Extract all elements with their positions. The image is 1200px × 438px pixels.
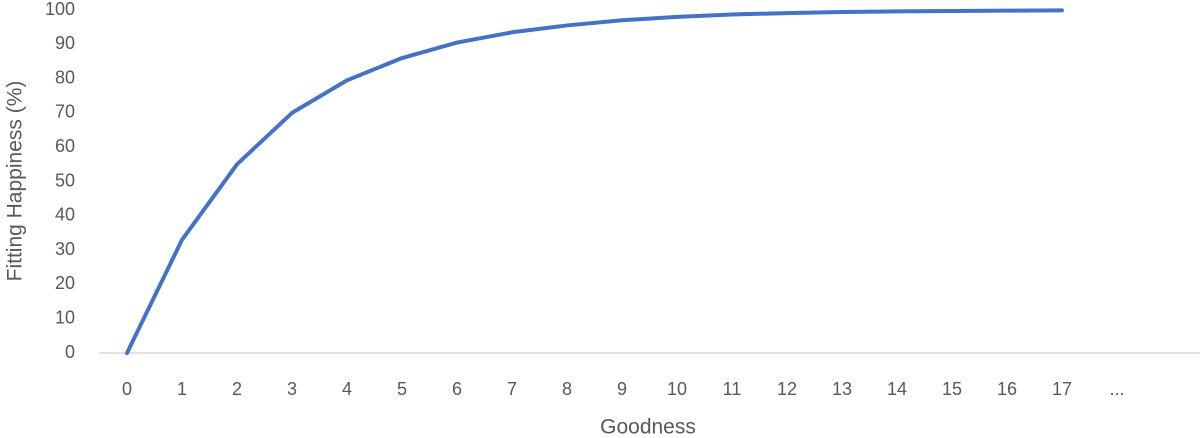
y-tick-label: 20 [55,273,75,293]
y-tick-label: 0 [65,342,75,362]
x-tick-label: 6 [452,379,462,399]
x-tick-label: 12 [777,379,797,399]
x-tick-label: 2 [232,379,242,399]
x-tick-label: 13 [832,379,852,399]
x-tick-label: 3 [287,379,297,399]
data-line [125,8,1064,355]
y-tick-label: 80 [55,67,75,87]
y-tick-label: 70 [55,102,75,122]
x-tick-label: 7 [507,379,517,399]
x-tick-label: 15 [942,379,962,399]
x-tick-label: 8 [562,379,572,399]
y-tick-label: 100 [45,0,75,19]
x-tick-label: 11 [723,379,742,399]
x-tick-label: ... [1109,379,1124,399]
x-tick-label: 1 [177,379,187,399]
y-axis-title: Fitting Happiness (%) [4,81,27,282]
x-tick-label: 9 [617,379,627,399]
x-tick-label: 16 [997,379,1017,399]
y-tick-label: 40 [55,205,75,225]
x-tick-label: 17 [1052,379,1072,399]
x-tick-label: 5 [397,379,407,399]
x-tick-label: 4 [342,379,352,399]
x-tick-label: 10 [667,379,687,399]
x-tick-label: 0 [122,379,132,399]
y-tick-label: 50 [55,170,75,190]
y-tick-label: 30 [55,239,75,259]
y-tick-label: 10 [55,307,75,327]
y-tick-label: 90 [55,33,75,53]
x-tick-label: 14 [887,379,907,399]
x-axis-title: Goodness [600,416,696,438]
y-tick-label: 60 [55,136,75,156]
